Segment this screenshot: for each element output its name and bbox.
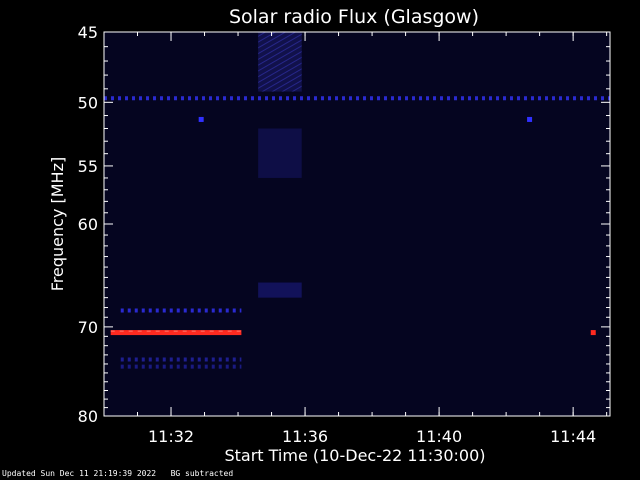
y-tick-label-60: 60 — [78, 215, 98, 234]
x-tick-label-11:32: 11:32 — [148, 427, 194, 446]
footer: Updated Sun Dec 11 21:19:39 2022 BG subt… — [2, 469, 233, 478]
plot-background — [104, 32, 610, 416]
x-tick-label-11:36: 11:36 — [282, 427, 328, 446]
x-tick-label-11:40: 11:40 — [416, 427, 462, 446]
y-tick-label-55: 55 — [78, 157, 98, 176]
chart-title: Solar radio Flux (Glasgow) — [229, 6, 479, 28]
x-axis-label: Start Time (10-Dec-22 11:30:00) — [224, 446, 485, 465]
bg-subtracted-note: BG subtracted — [170, 469, 234, 478]
y-axis-label: Frequency [MHz] — [48, 157, 67, 291]
vertical-patch-9 — [258, 128, 302, 178]
vertical-patch-10 — [258, 282, 302, 298]
y-tick-label-50: 50 — [78, 93, 98, 112]
spot-5 — [590, 330, 596, 336]
y-axis: 45 50 55 60 70 80 — [78, 23, 610, 426]
spot-6 — [198, 116, 204, 122]
spot-7 — [527, 116, 533, 122]
spectrogram-features — [104, 32, 610, 369]
y-tick-label-70: 70 — [78, 318, 98, 337]
y-tick-label-80: 80 — [78, 407, 98, 426]
band-2 — [110, 330, 242, 336]
x-tick-label-11:44: 11:44 — [550, 427, 596, 446]
updated-timestamp: Updated Sun Dec 11 21:19:39 2022 — [2, 469, 157, 478]
vertical-patch-8 — [258, 32, 302, 92]
y-tick-label-45: 45 — [78, 23, 98, 42]
x-axis: 11:32 11:36 11:40 11:44 — [103, 32, 608, 446]
